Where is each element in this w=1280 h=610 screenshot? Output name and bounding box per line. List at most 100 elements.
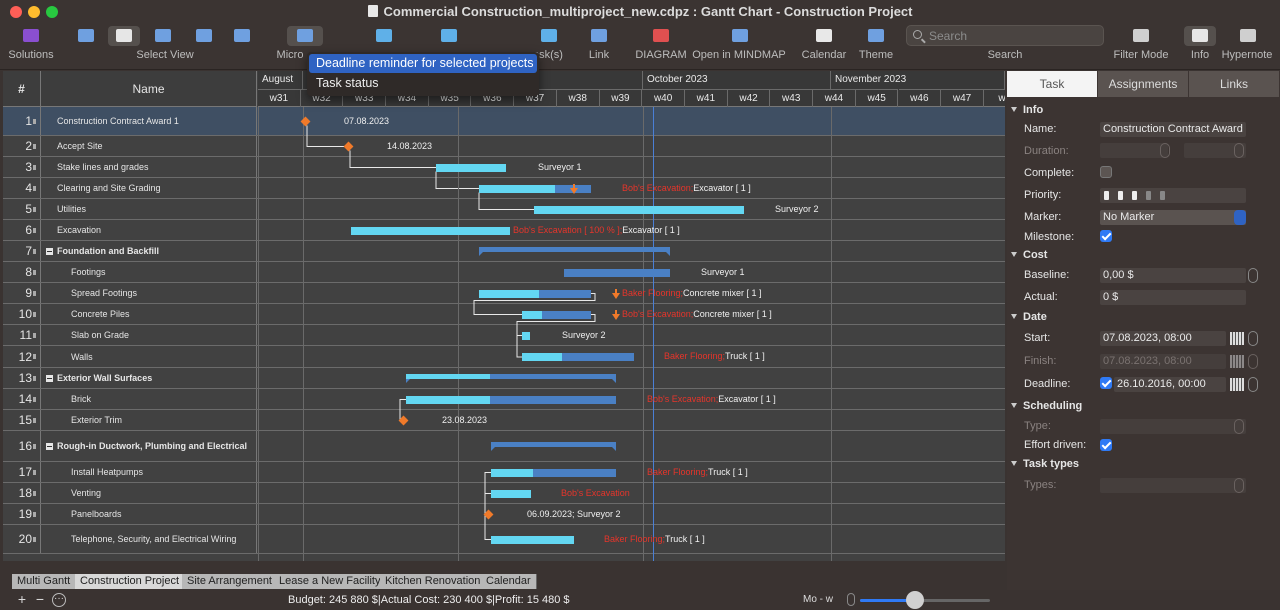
table-row[interactable]: 8 Footings <box>3 262 1005 283</box>
finish-field[interactable]: 07.08.2023, 08:00 <box>1100 354 1226 369</box>
task-name-cell[interactable]: Excavation <box>41 220 257 240</box>
collapse-icon[interactable] <box>46 247 53 255</box>
project-tab[interactable]: Calendar <box>481 574 537 589</box>
task-name-cell[interactable]: Rough-in Ductwork, Plumbing and Electric… <box>41 431 257 461</box>
section-cost[interactable]: Cost <box>1011 249 1047 261</box>
calendar-icon[interactable] <box>1230 378 1244 391</box>
view1-button[interactable] <box>70 26 102 46</box>
task-name-cell[interactable]: Panelboards <box>41 504 257 524</box>
mindmap-button[interactable] <box>724 26 756 46</box>
task-name-cell[interactable]: Slab on Grade <box>41 325 257 345</box>
actual-field[interactable]: 0 $ <box>1100 290 1246 305</box>
duration-field[interactable] <box>1100 143 1168 158</box>
menu-item-deadline-reminder[interactable]: Deadline reminder for selected projects <box>309 54 537 73</box>
table-row[interactable]: 7 Foundation and Backfill <box>3 241 1005 262</box>
priority-bar-icon[interactable] <box>1104 191 1109 200</box>
project-tab[interactable]: Kitchen Renovation <box>380 574 487 589</box>
collapse-icon[interactable] <box>46 374 53 382</box>
project-tab[interactable]: Construction Project <box>75 574 186 589</box>
baseline-field[interactable]: 0,00 $ <box>1100 268 1246 283</box>
table-row[interactable]: 12 Walls <box>3 346 1005 368</box>
finish-stepper[interactable] <box>1248 354 1258 369</box>
view5-button[interactable] <box>226 26 258 46</box>
window-minimize-button[interactable] <box>28 6 40 18</box>
tab-links[interactable]: Links <box>1189 71 1280 97</box>
window-maximize-button[interactable] <box>46 6 58 18</box>
zoom-scale-stepper[interactable] <box>847 593 855 606</box>
marker-select[interactable]: No Marker <box>1100 210 1246 225</box>
duration-stepper[interactable] <box>1160 143 1170 158</box>
task-name-cell[interactable]: Venting <box>41 483 257 503</box>
task-name-cell[interactable]: Stake lines and grades <box>41 157 257 177</box>
table-row[interactable]: 20 Telephone, Security, and Electrical Wi… <box>3 525 1005 554</box>
task-name-cell[interactable]: Install Heatpumps <box>41 462 257 482</box>
table-row[interactable]: 10 Concrete Piles <box>3 304 1005 325</box>
task-name-cell[interactable]: Footings <box>41 262 257 282</box>
theme-button[interactable] <box>858 26 894 46</box>
diagram-button[interactable] <box>643 26 679 46</box>
duration-unit-select[interactable] <box>1184 143 1246 158</box>
priority-bar-icon[interactable] <box>1132 191 1137 200</box>
table-row[interactable]: 4 Clearing and Site Grading <box>3 178 1005 199</box>
micro-button[interactable] <box>287 26 323 46</box>
collapse-icon[interactable] <box>46 442 53 450</box>
deadline-field[interactable]: 26.10.2016, 00:00 <box>1114 377 1226 392</box>
zoom-slider-knob[interactable] <box>905 591 924 609</box>
section-task-types[interactable]: Task types <box>1011 458 1079 470</box>
add-button[interactable]: + <box>17 591 27 607</box>
zoom-slider[interactable] <box>860 599 990 602</box>
solutions-button[interactable] <box>15 26 47 46</box>
table-row[interactable]: 14 Brick <box>3 389 1005 410</box>
deadline-checkbox[interactable] <box>1100 377 1112 389</box>
tab-task[interactable]: Task <box>1007 71 1098 97</box>
filter-button[interactable] <box>1125 26 1157 46</box>
add-button[interactable] <box>368 26 400 46</box>
task-name-cell[interactable]: Walls <box>41 346 257 367</box>
table-row[interactable]: 15 Exterior Trim <box>3 410 1005 431</box>
name-field[interactable]: Construction Contract Award 1 <box>1100 122 1246 137</box>
table-row[interactable]: 13 Exterior Wall Surfaces <box>3 368 1005 389</box>
hypernote-button[interactable] <box>1232 26 1264 46</box>
table-row[interactable]: 9 Spread Footings <box>3 283 1005 304</box>
table-row[interactable]: 2 Accept Site <box>3 136 1005 157</box>
window-close-button[interactable] <box>10 6 22 18</box>
task-name-cell[interactable]: Telephone, Security, and Electrical Wiri… <box>41 525 257 553</box>
calendar-icon[interactable] <box>1230 355 1244 368</box>
table-row[interactable]: 19 Panelboards <box>3 504 1005 525</box>
section-date[interactable]: Date <box>1011 311 1047 323</box>
table-row[interactable]: 1 Construction Contract Award 1 <box>3 107 1005 136</box>
baseline-stepper[interactable] <box>1248 268 1258 283</box>
start-field[interactable]: 07.08.2023, 08:00 <box>1100 331 1226 346</box>
search-input[interactable] <box>929 28 1099 43</box>
section-scheduling[interactable]: Scheduling <box>1011 400 1082 412</box>
task-name-cell[interactable]: Exterior Trim <box>41 410 257 430</box>
project-tab[interactable]: Lease a New Facility <box>274 574 387 589</box>
types-select[interactable] <box>1100 478 1246 493</box>
priority-bar-icon[interactable] <box>1146 191 1151 200</box>
search-field[interactable] <box>906 25 1104 46</box>
remove-button[interactable]: − <box>35 591 45 607</box>
task-name-cell[interactable]: Utilities <box>41 199 257 219</box>
tab-assignments[interactable]: Assignments <box>1098 71 1189 97</box>
table-row[interactable]: 11 Slab on Grade <box>3 325 1005 346</box>
project-tab[interactable]: Multi Gantt <box>12 574 77 589</box>
zoom-scale-label[interactable]: Mo - w <box>803 594 833 605</box>
info-button[interactable] <box>1184 26 1216 46</box>
table-row[interactable]: 5 Utilities <box>3 199 1005 220</box>
view4-button[interactable] <box>188 26 220 46</box>
task-name-cell[interactable]: Foundation and Backfill <box>41 241 257 261</box>
task-name-cell[interactable]: Spread Footings <box>41 283 257 303</box>
project-tab[interactable]: Site Arrangement <box>182 574 278 589</box>
column-header-number[interactable]: # <box>3 71 41 107</box>
more-icon[interactable]: ··· <box>52 593 66 607</box>
column-header-name[interactable]: Name <box>41 71 257 107</box>
task-name-cell[interactable]: Brick <box>41 389 257 409</box>
view3-button[interactable] <box>147 26 179 46</box>
table-row[interactable]: 16 Rough-in Ductwork, Plumbing and Electr… <box>3 431 1005 462</box>
table-row[interactable]: 6 Excavation <box>3 220 1005 241</box>
priority-bar-icon[interactable] <box>1118 191 1123 200</box>
deadline-stepper[interactable] <box>1248 377 1258 392</box>
table-row[interactable]: 3 Stake lines and grades <box>3 157 1005 178</box>
calendar-icon[interactable] <box>1230 332 1244 345</box>
link-button[interactable] <box>581 26 617 46</box>
